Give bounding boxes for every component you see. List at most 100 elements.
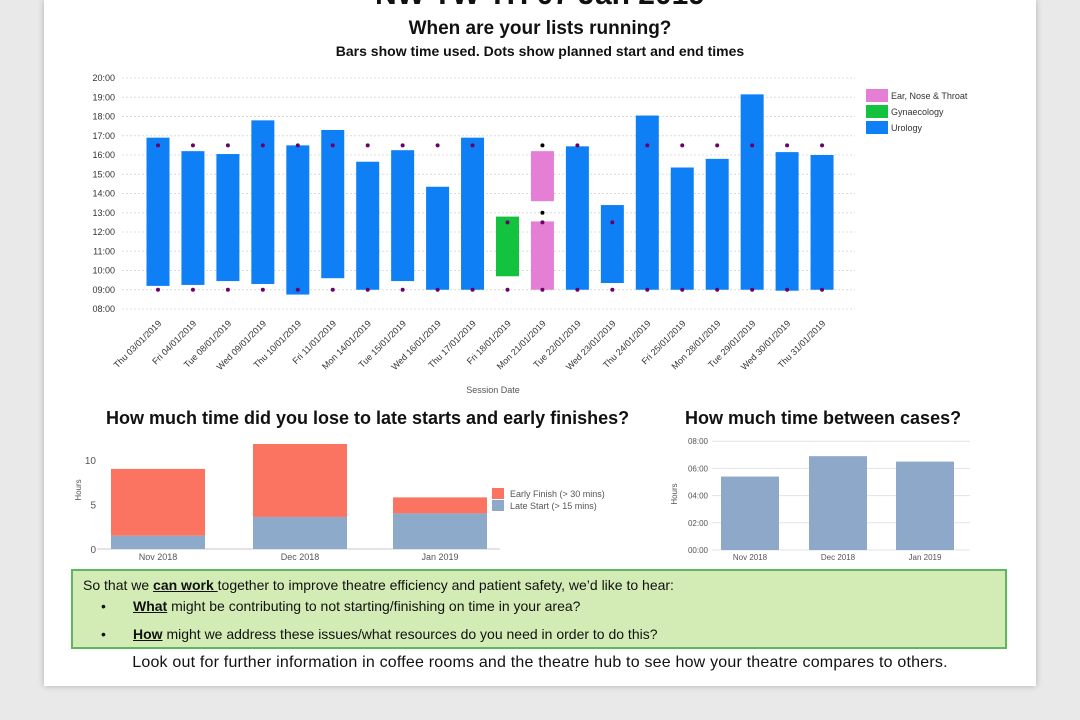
y-tick-label: 14:00 [92, 189, 115, 199]
session-bar [391, 150, 415, 282]
planned-time-dot [575, 287, 580, 292]
x-tick-label: Dec 2018 [821, 553, 856, 562]
chart3-title: How much time between cases? [685, 408, 962, 428]
planned-time-dot [680, 143, 685, 148]
planned-time-dot [435, 287, 440, 292]
y-tick-label: 08:00 [92, 304, 115, 314]
callout-question-how: • How might we address these issues/what … [101, 626, 658, 642]
session-bar [426, 186, 450, 290]
planned-time-dot [610, 220, 615, 225]
session-bar [216, 154, 240, 282]
planned-time-dot [400, 143, 405, 148]
legend-label: Urology [891, 123, 923, 133]
y-tick-label: 04:00 [688, 492, 709, 501]
y-tick-label: 15:00 [92, 169, 115, 179]
planned-time-dot [540, 210, 545, 215]
planned-time-dot [820, 287, 825, 292]
session-bar [775, 152, 799, 291]
legend-swatch [492, 500, 504, 511]
planned-time-dot [190, 143, 195, 148]
callout-intro: So that we can work together to improve … [83, 577, 674, 593]
early-finish-bar [111, 468, 205, 536]
session-bar [356, 161, 380, 290]
late-start-bar [393, 513, 487, 549]
planned-time-dot [505, 287, 510, 292]
feedback-callout: So that we can work together to improve … [71, 569, 1007, 649]
planned-time-dot [540, 287, 545, 292]
y-tick-label: 10:00 [92, 266, 115, 276]
planned-time-dot [645, 143, 650, 148]
y-tick-label: 09:00 [92, 285, 115, 295]
planned-time-dot [190, 287, 195, 292]
y-tick-label: 16:00 [92, 150, 115, 160]
planned-time-dot [820, 143, 825, 148]
planned-time-dot [540, 143, 545, 148]
planned-time-dot [365, 143, 370, 148]
planned-time-dot [610, 287, 615, 292]
y-tick-label: 18:00 [92, 112, 115, 122]
planned-time-dot [470, 143, 475, 148]
planned-time-dot [330, 143, 335, 148]
callout-intro-pre: So that we [83, 577, 154, 593]
session-bar [146, 137, 170, 286]
legend-swatch [866, 105, 888, 118]
y-tick-label: 10 [85, 456, 97, 467]
planned-time-dot [156, 287, 160, 292]
session-bar [810, 155, 834, 290]
legend-swatch [866, 121, 888, 134]
planned-time-dot [295, 143, 300, 148]
y-tick-label: 02:00 [688, 519, 709, 528]
y-tick-label: 06:00 [688, 464, 709, 473]
session-bar [600, 205, 624, 284]
legend-label: Ear, Nose & Throat [891, 91, 968, 101]
y-tick-label: 19:00 [92, 92, 115, 102]
callout-intro-post: together to improve theatre efficiency a… [217, 577, 674, 593]
session-bar [251, 120, 275, 284]
y-tick-label: 00:00 [688, 546, 709, 555]
question-how-text: might we address these issues/what resou… [162, 626, 658, 642]
y-tick-label: 17:00 [92, 131, 115, 141]
callout-intro-emphasis: can work [153, 577, 218, 593]
footer-note: Look out for further information in coff… [132, 654, 948, 671]
planned-time-dot [715, 287, 720, 292]
planned-time-dot [365, 287, 370, 292]
planned-time-dot [156, 143, 160, 148]
legend-label: Early Finish (> 30 mins) [510, 489, 605, 499]
x-tick-label: Nov 2018 [139, 552, 178, 562]
x-tick-label: Jan 2019 [909, 553, 942, 562]
planned-time-dot [540, 220, 545, 225]
y-tick-label: 20:00 [92, 73, 115, 83]
callout-question-what: • What might be contributing to not start… [101, 598, 580, 614]
planned-time-dot [785, 143, 790, 148]
planned-time-dot [715, 143, 720, 148]
session-bar [496, 216, 519, 277]
planned-time-dot [575, 143, 580, 148]
x-tick-label: Jan 2019 [421, 552, 458, 562]
planned-time-dot [330, 287, 335, 292]
session-bar [530, 221, 554, 290]
late-start-bar [253, 516, 347, 549]
planned-time-dot [260, 143, 265, 148]
session-bar [321, 129, 345, 279]
chart1-subtitle: Bars show time used. Dots show planned s… [335, 43, 745, 59]
planned-time-dot [785, 287, 790, 292]
x-tick-label: Nov 2018 [733, 553, 768, 562]
chart1-title: When are your lists running? [408, 18, 672, 39]
planned-time-dot [750, 143, 755, 148]
x-tick-label: Dec 2018 [281, 552, 320, 562]
bullet: • [101, 626, 106, 642]
turnaround-bar [896, 461, 954, 550]
y-tick-label: 13:00 [92, 208, 115, 218]
session-bar [565, 146, 589, 290]
planned-time-dot [295, 287, 300, 292]
question-how-emphasis: How [133, 626, 163, 642]
y-axis-label: Hours [670, 483, 679, 504]
legend-swatch [492, 488, 504, 499]
turnaround-bar [809, 456, 867, 550]
planned-time-dot [400, 287, 405, 292]
planned-time-dot [225, 287, 230, 292]
y-tick-label: 08:00 [688, 437, 709, 446]
